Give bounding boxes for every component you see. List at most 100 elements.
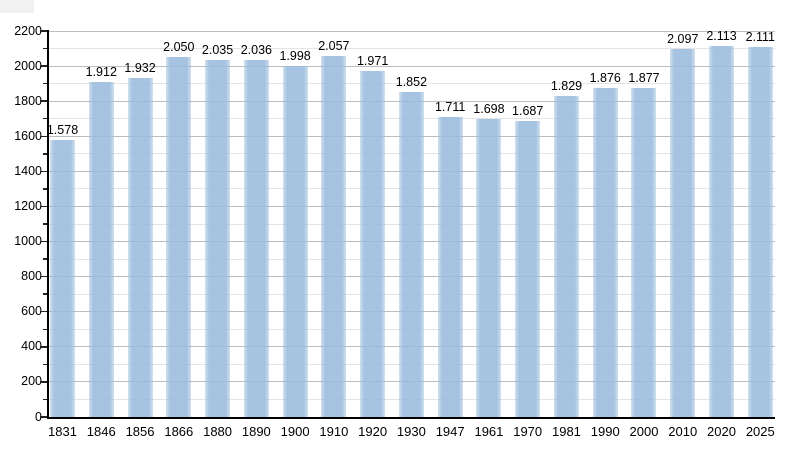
bar-column: 2.113 2020 bbox=[706, 29, 737, 439]
bar-value-label: 1.852 bbox=[395, 75, 428, 90]
gridline bbox=[49, 30, 775, 32]
y-major-tick bbox=[40, 275, 47, 278]
y-major-tick bbox=[40, 170, 47, 173]
bar bbox=[592, 87, 618, 417]
x-tick-label: 1900 bbox=[280, 424, 310, 439]
bar-column: 1.998 1900 bbox=[279, 31, 310, 439]
bar-column: 1.971 1920 bbox=[356, 31, 389, 439]
x-tick-label: 1990 bbox=[590, 424, 620, 439]
bar bbox=[282, 66, 308, 417]
y-tick-label: 0 bbox=[35, 409, 42, 424]
y-minor-tick bbox=[43, 258, 47, 260]
bar bbox=[398, 92, 424, 417]
x-tick-label: 1846 bbox=[86, 424, 116, 439]
y-major-tick bbox=[40, 205, 47, 208]
x-tick-label: 1930 bbox=[396, 424, 426, 439]
gridline bbox=[49, 48, 775, 50]
y-minor-tick bbox=[43, 117, 47, 120]
bar-column: 1.932 1856 bbox=[124, 31, 155, 439]
bar bbox=[631, 87, 657, 417]
bar-column: 1.877 2000 bbox=[628, 31, 659, 439]
bar bbox=[166, 57, 192, 417]
bar-value-label: 1.971 bbox=[356, 54, 389, 69]
bar-column: 2.050 1866 bbox=[163, 31, 195, 439]
y-major-tick bbox=[40, 135, 47, 138]
y-minor-tick bbox=[43, 47, 47, 50]
y-tick-label: 1600 bbox=[14, 128, 42, 143]
plot-area: 1.578 1831 1.912 1846 1.932 1856 2.050 1866 2.03… bbox=[46, 29, 775, 439]
y-tick-label: 2200 bbox=[14, 23, 42, 38]
x-axis bbox=[47, 417, 775, 419]
x-tick-label: 1880 bbox=[203, 424, 233, 439]
x-tick-label: 1866 bbox=[164, 424, 194, 439]
x-tick-label: 1947 bbox=[435, 424, 465, 439]
bar-column: 1.829 1981 bbox=[550, 31, 583, 439]
y-major-tick bbox=[40, 310, 47, 313]
y-major-tick bbox=[40, 240, 47, 243]
bar bbox=[205, 59, 231, 417]
y-major-tick bbox=[40, 65, 47, 67]
bar-column: 1.711 1947 bbox=[435, 31, 465, 439]
y-major-tick bbox=[40, 30, 47, 32]
x-tick-label: 1856 bbox=[125, 424, 155, 439]
y-minor-tick bbox=[43, 82, 47, 85]
x-tick-label: 1831 bbox=[48, 424, 77, 439]
bar-column: 2.057 1910 bbox=[318, 31, 350, 439]
bar-column: 2.036 1890 bbox=[240, 31, 272, 439]
y-minor-tick bbox=[43, 293, 47, 295]
bar bbox=[747, 46, 773, 417]
bar-value-label: 2.097 bbox=[667, 32, 699, 47]
bar-series: 1.578 1831 1.912 1846 1.932 1856 2.050 1866 2.03… bbox=[46, 29, 775, 439]
bar-value-label: 1.932 bbox=[124, 61, 156, 76]
x-tick-label: 1890 bbox=[241, 424, 271, 439]
bar bbox=[360, 71, 386, 417]
gridline bbox=[49, 83, 775, 85]
bar-value-label: 2.035 bbox=[201, 42, 234, 57]
bar-value-label: 2.057 bbox=[318, 39, 350, 54]
x-tick-label: 1910 bbox=[319, 424, 349, 439]
bar-column: 1.698 1961 bbox=[473, 31, 505, 439]
bar-value-label: 2.113 bbox=[706, 29, 737, 44]
y-major-tick bbox=[40, 346, 47, 348]
y-tick-label: 1800 bbox=[14, 93, 42, 108]
bar bbox=[709, 46, 735, 417]
bar-value-label: 1.698 bbox=[473, 102, 505, 117]
x-tick-label: 1970 bbox=[513, 424, 543, 439]
bar-value-label: 1.578 bbox=[46, 123, 79, 138]
bar-value-label: 1.829 bbox=[550, 79, 583, 94]
y-tick-label: 200 bbox=[21, 374, 42, 389]
y-minor-tick bbox=[43, 153, 47, 155]
bar-column: 1.876 1990 bbox=[589, 31, 621, 439]
y-axis-ticks bbox=[40, 30, 47, 418]
bar-column: 2.035 1880 bbox=[201, 31, 234, 439]
bar bbox=[476, 119, 502, 417]
y-minor-tick bbox=[43, 398, 47, 401]
y-tick-label: 1000 bbox=[14, 234, 42, 249]
y-major-tick bbox=[40, 416, 47, 418]
y-tick-label: 1200 bbox=[14, 198, 42, 213]
bar bbox=[243, 59, 269, 417]
bar bbox=[50, 140, 75, 417]
x-tick-label: 1920 bbox=[358, 424, 388, 439]
x-tick-label: 1981 bbox=[551, 424, 581, 439]
bar bbox=[553, 96, 579, 417]
y-minor-tick bbox=[43, 363, 47, 366]
y-major-tick bbox=[40, 381, 47, 383]
bar-value-label: 1.876 bbox=[589, 70, 621, 85]
x-tick-label: 1961 bbox=[474, 424, 504, 439]
bar-value-label: 2.036 bbox=[240, 42, 272, 57]
bar-value-label: 2.050 bbox=[163, 40, 195, 55]
y-tick-label: 600 bbox=[21, 304, 42, 319]
y-axis-labels: 0 200 400 600 800 1000 1200 1400 1600 1800 2000 220… bbox=[0, 24, 42, 424]
x-tick-label: 2000 bbox=[629, 424, 659, 439]
x-tick-label: 2020 bbox=[707, 424, 736, 439]
x-tick-label: 2010 bbox=[668, 424, 698, 439]
bar-value-label: 2.111 bbox=[745, 29, 775, 44]
y-tick-label: 2000 bbox=[14, 58, 42, 73]
y-minor-tick bbox=[43, 223, 47, 225]
bar-column: 1.852 1930 bbox=[395, 31, 428, 439]
corner-artifact bbox=[0, 0, 34, 13]
bar bbox=[437, 116, 463, 417]
gridline bbox=[49, 65, 775, 67]
